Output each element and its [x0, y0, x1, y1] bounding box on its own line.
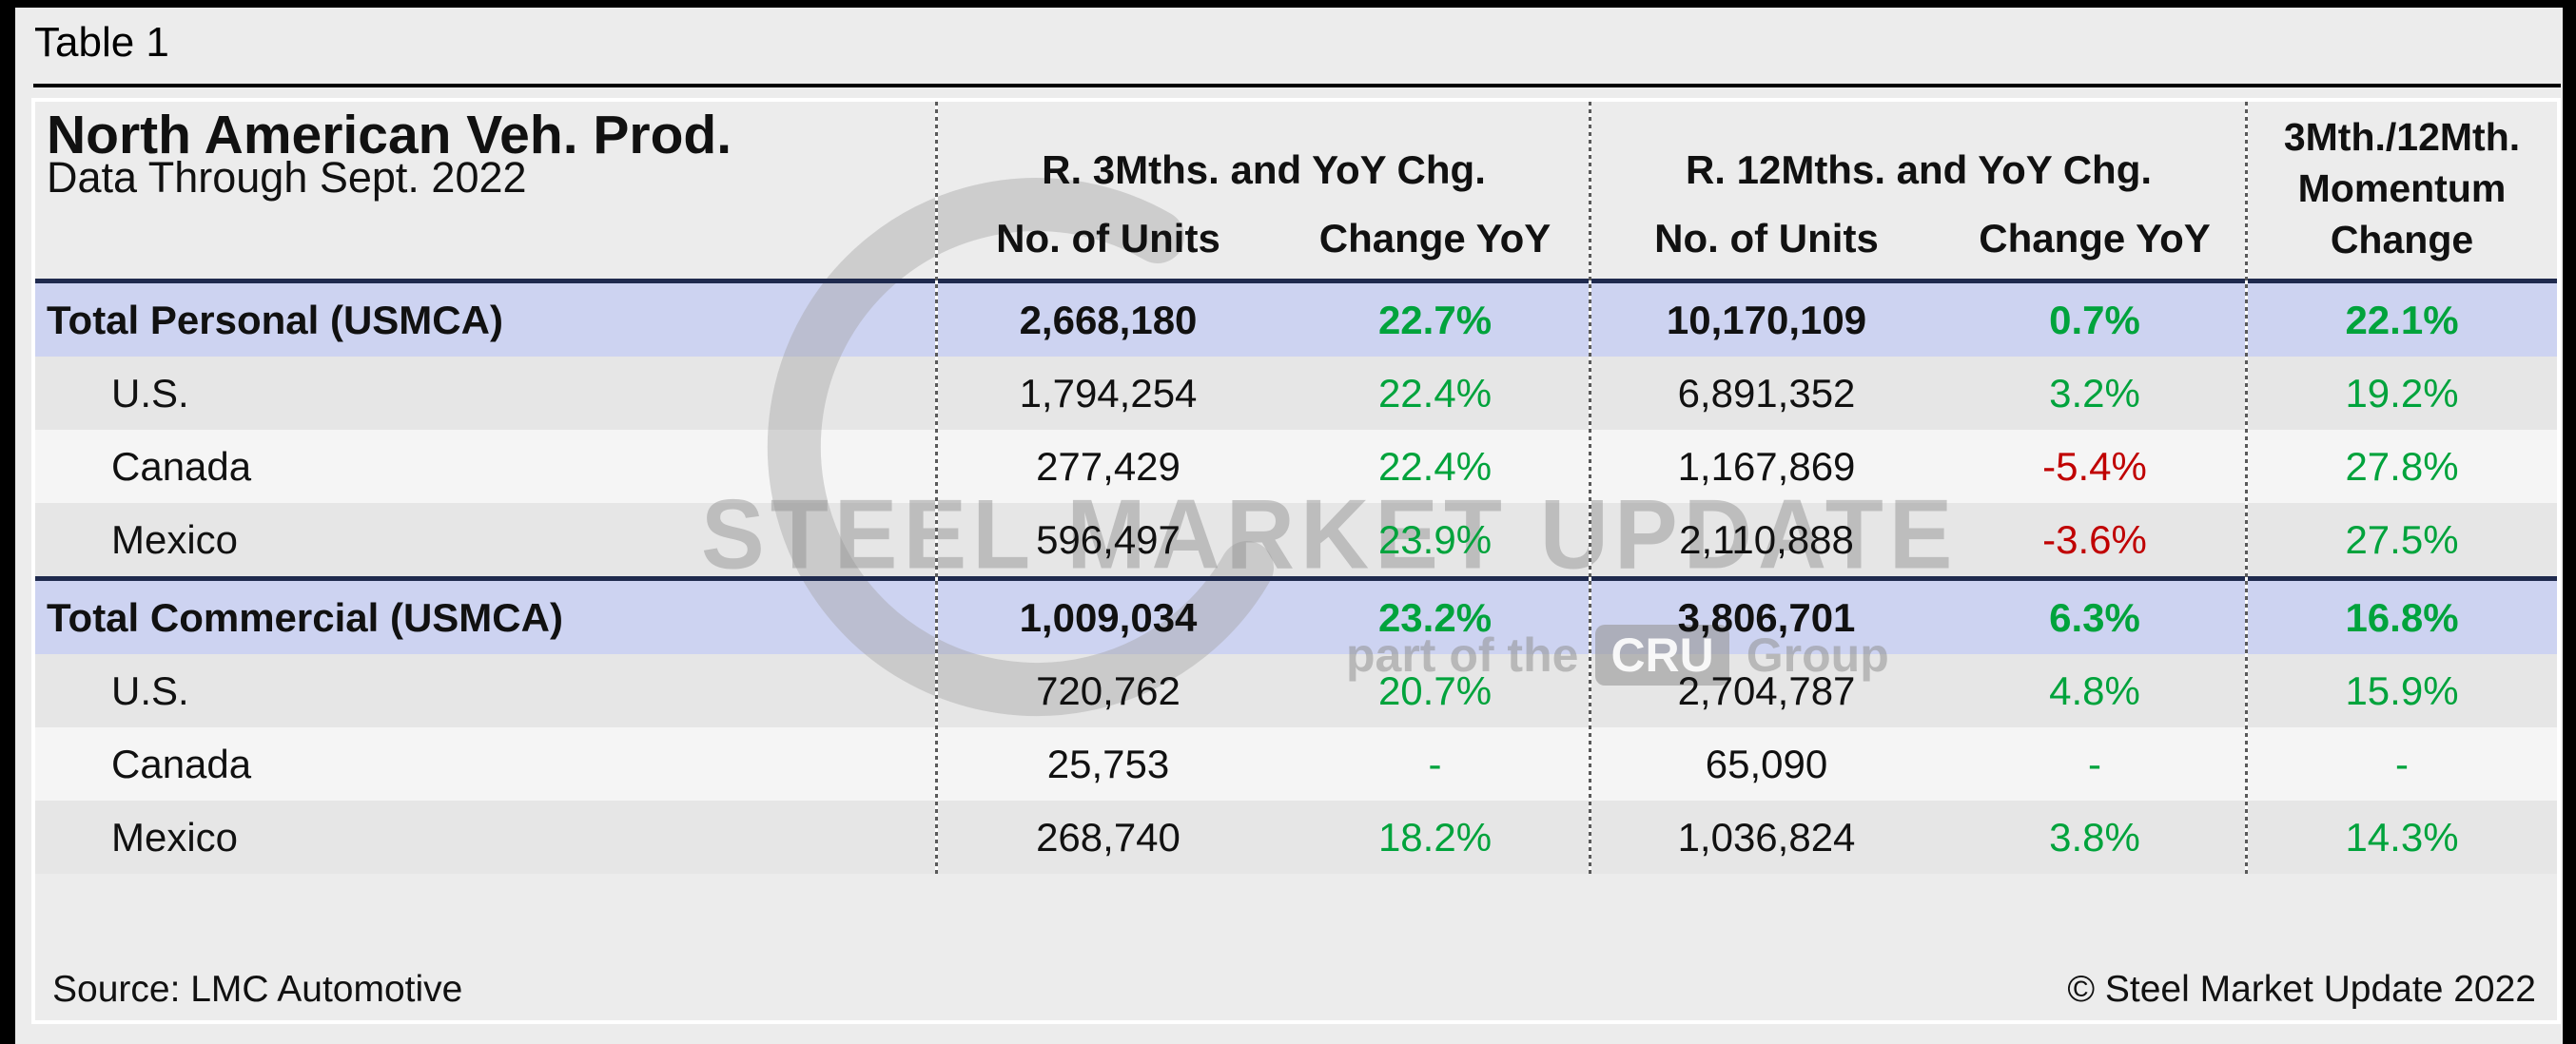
chg-12m-cell: 4.8%: [2049, 667, 2140, 713]
row-label: Mexico: [111, 516, 239, 562]
table-row-personal-canada: Canada 277,429 22.4% 1,167,869 -5.4% 27.…: [35, 430, 2557, 503]
table-row-commercial-us: U.S. 720,762 20.7% 2,704,787 4.8% 15.9%: [35, 654, 2557, 727]
row-label-cell: Mexico: [35, 517, 937, 563]
column-group-3mths-label: R. 3Mths. and YoY Chg.: [1042, 147, 1486, 192]
units-3m-cell: 25,753: [1046, 741, 1170, 786]
momentum-cell: 27.8%: [2345, 443, 2459, 489]
chg-3m-cell: 22.4%: [1377, 370, 1493, 416]
row-label: Mexico: [111, 814, 239, 860]
row-label-cell: Canada: [35, 742, 937, 787]
momentum-cell: 19.2%: [2345, 370, 2459, 416]
table-row-commercial-canada: Canada 25,753 - 65,090 - -: [35, 727, 2557, 801]
momentum-cell: -: [2395, 741, 2409, 786]
units-3m-cell: 2,668,180: [1019, 297, 1198, 342]
copyright-note: © Steel Market Update 2022: [2067, 969, 2536, 1010]
column-header-change-3m: Change YoY: [1318, 216, 1551, 261]
row-label: Total Personal (USMCA): [47, 297, 503, 342]
table-number-label: Table 1: [34, 19, 169, 66]
units-12m-cell: 1,036,824: [1677, 814, 1856, 860]
units-3m-cell: 1,794,254: [1019, 370, 1198, 416]
report-page: Table 1 North American Veh. Prod. Data T…: [15, 8, 2563, 1044]
column-group-3mths: R. 3Mths. and YoY Chg. No. of Units Chan…: [937, 102, 1590, 279]
units-12m-cell: 65,090: [1705, 741, 1828, 786]
momentum-cell: 22.1%: [2345, 297, 2459, 342]
chg-12m-cell: 0.7%: [2049, 297, 2140, 342]
units-3m-cell: 720,762: [1036, 667, 1181, 713]
header-divider: [35, 279, 2557, 283]
table-title: North American Veh. Prod.: [47, 105, 732, 165]
column-header-change-12m: Change YoY: [1979, 216, 2211, 261]
subheader-row-12mths: No. of Units Change YoY: [1590, 199, 2247, 279]
chg-3m-cell: -: [1428, 741, 1442, 786]
column-group-12mths: R. 12Mths. and YoY Chg. No. of Units Cha…: [1590, 102, 2247, 279]
units-12m-cell: 1,167,869: [1677, 443, 1856, 489]
chg-3m-cell: 18.2%: [1377, 814, 1493, 860]
units-12m-cell: 2,110,888: [1679, 516, 1854, 562]
column-separator: [935, 102, 938, 874]
units-12m-cell: 10,170,109: [1666, 297, 1867, 342]
table-header: North American Veh. Prod. Data Through S…: [35, 102, 2557, 279]
source-note: Source: LMC Automotive: [52, 969, 463, 1010]
chg-3m-cell: 22.4%: [1377, 443, 1493, 489]
row-label-cell: U.S.: [35, 371, 937, 416]
chg-12m-cell: -3.6%: [2042, 516, 2147, 562]
table-row-personal-us: U.S. 1,794,254 22.4% 6,891,352 3.2% 19.2…: [35, 357, 2557, 430]
section-divider: [35, 576, 2557, 581]
chg-3m-cell: 23.9%: [1377, 516, 1493, 562]
column-header-momentum: 3Mth./12Mth. Momentum Change: [2283, 115, 2521, 262]
table-row-personal-mexico: Mexico 596,497 23.9% 2,110,888 -3.6% 27.…: [35, 503, 2557, 576]
table-subtitle: Data Through Sept. 2022: [47, 153, 527, 202]
row-label: U.S.: [111, 370, 189, 416]
table-row-total-personal: Total Personal (USMCA) 2,668,180 22.7% 1…: [35, 283, 2557, 357]
table-row-commercial-mexico: Mexico 268,740 18.2% 1,036,824 3.8% 14.3…: [35, 801, 2557, 874]
row-label-cell: Mexico: [35, 815, 937, 860]
column-separator: [1589, 102, 1591, 874]
row-label-cell: Canada: [35, 444, 937, 490]
units-12m-cell: 3,806,701: [1677, 594, 1856, 640]
units-3m-cell: 268,740: [1036, 814, 1181, 860]
chg-12m-cell: 6.3%: [2049, 594, 2140, 640]
column-group-12mths-label: R. 12Mths. and YoY Chg.: [1685, 147, 2153, 192]
row-label: Canada: [111, 443, 252, 489]
row-label: U.S.: [111, 667, 189, 713]
momentum-cell: 16.8%: [2345, 594, 2459, 640]
chg-12m-cell: -: [2088, 741, 2101, 786]
units-12m-cell: 6,891,352: [1677, 370, 1856, 416]
column-separator: [2245, 102, 2248, 874]
chg-12m-cell: -5.4%: [2042, 443, 2147, 489]
chg-3m-cell: 23.2%: [1377, 594, 1493, 640]
units-3m-cell: 1,009,034: [1019, 594, 1198, 640]
vehicle-production-table: North American Veh. Prod. Data Through S…: [31, 98, 2561, 1024]
subheader-row-3mths: No. of Units Change YoY: [937, 199, 1590, 279]
column-header-units-12m: No. of Units: [1654, 216, 1879, 261]
momentum-cell: 27.5%: [2345, 516, 2459, 562]
row-label: Canada: [111, 741, 252, 786]
row-label-cell: Total Commercial (USMCA): [35, 595, 937, 641]
title-underline: [33, 84, 2561, 87]
column-header-units-3m: No. of Units: [996, 216, 1220, 261]
momentum-cell: 14.3%: [2345, 814, 2459, 860]
units-3m-cell: 277,429: [1036, 443, 1181, 489]
table-title-cell: North American Veh. Prod. Data Through S…: [35, 102, 937, 279]
chg-12m-cell: 3.2%: [2049, 370, 2140, 416]
row-label: Total Commercial (USMCA): [47, 594, 563, 640]
momentum-cell: 15.9%: [2345, 667, 2459, 713]
units-12m-cell: 2,704,787: [1677, 667, 1856, 713]
chg-3m-cell: 20.7%: [1377, 667, 1493, 713]
row-label-cell: U.S.: [35, 668, 937, 714]
chg-12m-cell: 3.8%: [2049, 814, 2140, 860]
chg-3m-cell: 22.7%: [1377, 297, 1493, 342]
units-3m-cell: 596,497: [1036, 516, 1181, 562]
row-label-cell: Total Personal (USMCA): [35, 298, 937, 343]
table-row-total-commercial: Total Commercial (USMCA) 1,009,034 23.2%…: [35, 581, 2557, 654]
